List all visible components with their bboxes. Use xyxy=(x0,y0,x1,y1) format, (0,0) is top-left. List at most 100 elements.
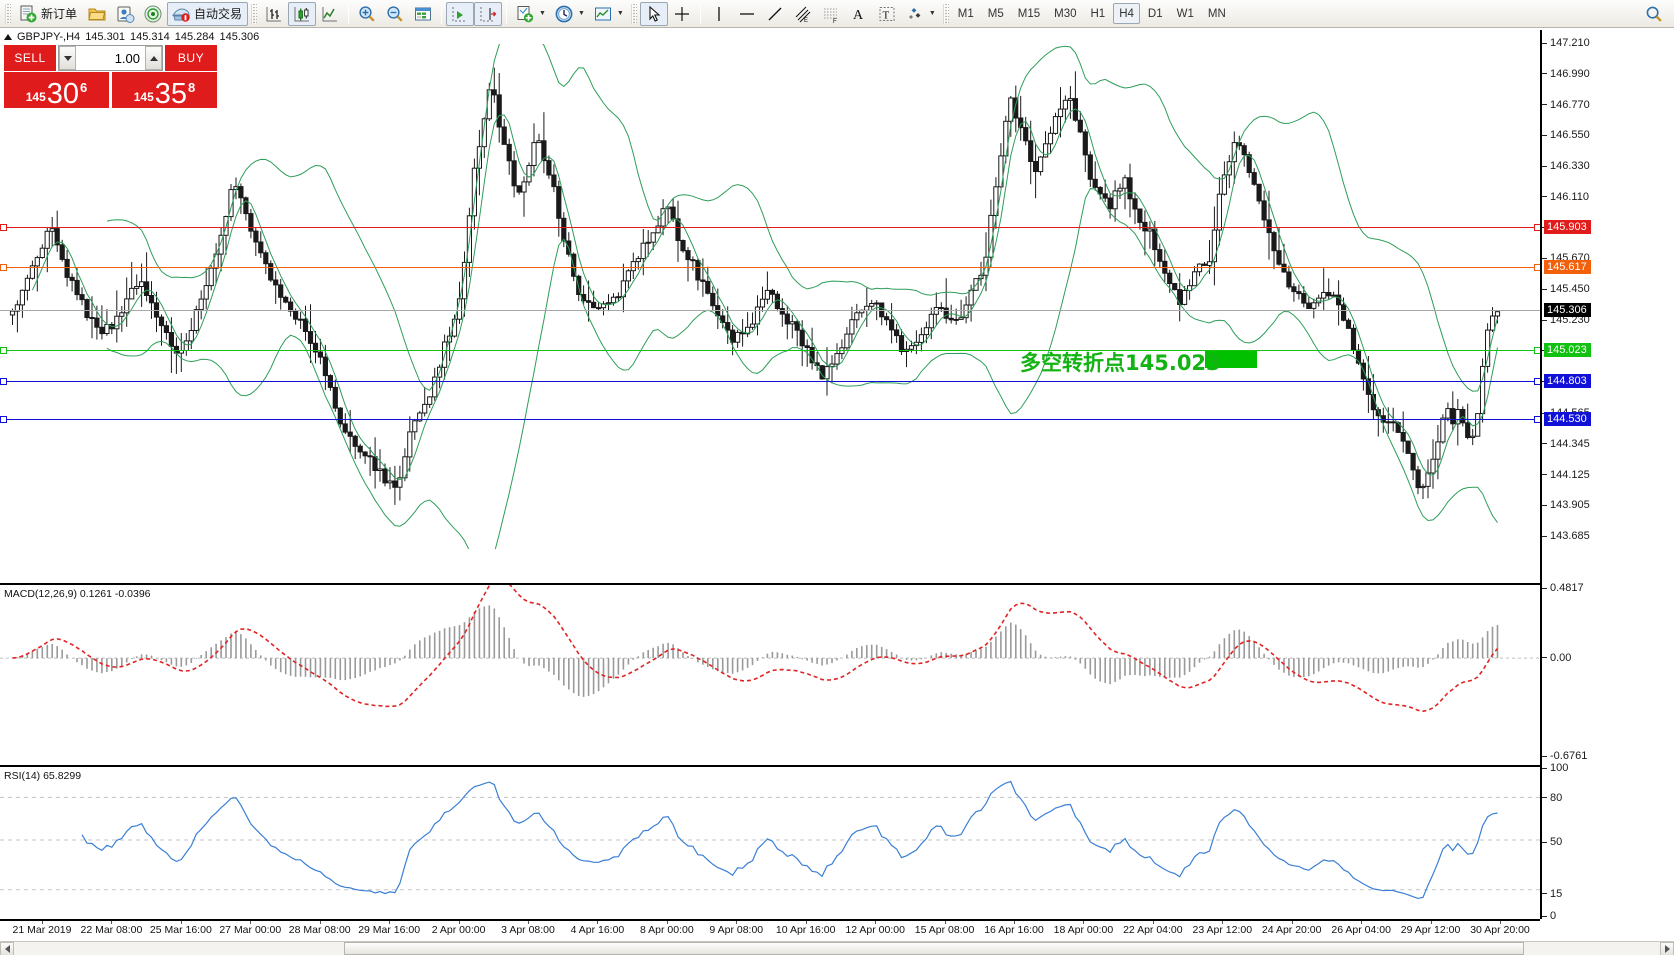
scroll-right-button[interactable] xyxy=(1660,941,1674,955)
price-level-handle[interactable] xyxy=(0,415,7,423)
time-tick-mark xyxy=(1152,921,1154,924)
macd-canvas[interactable] xyxy=(0,585,1540,765)
one-click-trading-panel[interactable]: SELL 1.00 BUY 145 30 6 145 35 8 xyxy=(4,45,217,109)
hline-button[interactable] xyxy=(733,2,761,26)
volume-decrease-button[interactable] xyxy=(59,46,76,70)
bar-chart-button[interactable] xyxy=(260,2,288,26)
toolbar-grip-3[interactable] xyxy=(630,3,637,24)
timeframe-m15[interactable]: M15 xyxy=(1017,7,1041,20)
price-level-handle[interactable] xyxy=(0,223,7,231)
crosshair-icon xyxy=(674,6,689,21)
volume-stepper[interactable]: 1.00 xyxy=(58,45,163,71)
price-axis[interactable]: 147.210 146.990 146.770 146.550 146.330 146.1… xyxy=(1540,30,1674,922)
timeframe-m30[interactable]: M30 xyxy=(1054,7,1077,20)
time-axis[interactable]: 21 Mar 2019 22 Mar 08:00 25 Mar 16:00 27 Ma… xyxy=(0,921,1540,941)
time-tick-mark xyxy=(180,921,182,924)
open-account-button[interactable] xyxy=(111,2,139,26)
chevron-down-icon[interactable]: ▼ xyxy=(616,10,624,17)
price-level-badge[interactable]: 145.617 xyxy=(1544,259,1591,274)
zoom-in-button[interactable] xyxy=(353,2,381,26)
price-level-badge[interactable]: 145.023 xyxy=(1544,342,1591,357)
chevron-down-icon[interactable]: ▼ xyxy=(928,10,936,17)
price-level-handle[interactable] xyxy=(0,377,7,385)
text-icon: A xyxy=(853,8,864,23)
cursor-icon xyxy=(649,5,661,22)
timeframe-w1[interactable]: W1 xyxy=(1176,7,1194,20)
cursor-button[interactable] xyxy=(639,1,668,26)
periods-button[interactable]: ▼ xyxy=(550,2,589,26)
chart-shift-icon xyxy=(480,6,497,21)
price-level-badge[interactable]: 145.306 xyxy=(1544,303,1591,318)
chart-shift-button[interactable] xyxy=(474,1,503,26)
price-level-badge[interactable]: 144.530 xyxy=(1544,411,1591,426)
text-label-button[interactable]: A xyxy=(845,2,873,26)
ohlc-open: 145.301 xyxy=(85,30,125,43)
toolbar-grip[interactable] xyxy=(5,3,11,24)
timeframe-mn[interactable]: MN xyxy=(1207,7,1226,20)
time-tick-label: 24 Apr 20:00 xyxy=(1261,924,1322,936)
toolbar-separator-4 xyxy=(699,3,701,24)
volume-increase-button[interactable] xyxy=(145,46,162,70)
sell-price-button[interactable]: 145 30 6 xyxy=(4,72,109,109)
signals-button[interactable] xyxy=(139,2,167,26)
candlestick-chart-button[interactable] xyxy=(288,1,317,26)
templates-button[interactable]: ▼ xyxy=(589,2,628,26)
templates-icon xyxy=(594,7,611,20)
price-chart-canvas[interactable] xyxy=(0,31,1540,549)
trendline-button[interactable] xyxy=(761,2,789,26)
zoom-out-button[interactable] xyxy=(381,2,409,26)
pane-divider-2[interactable] xyxy=(0,765,1540,767)
timeframe-h4[interactable]: H4 xyxy=(1113,3,1140,24)
new-order-button[interactable]: 新订单 xyxy=(14,2,83,26)
chevron-down-icon[interactable]: ▼ xyxy=(539,10,546,17)
autotrading-button[interactable]: 自动交易 xyxy=(167,1,249,26)
search-button[interactable] xyxy=(1640,2,1668,26)
data-window-icon xyxy=(415,7,432,20)
fibonacci-button[interactable]: F xyxy=(817,2,845,26)
rsi-indicator-label: RSI(14) 65.8299 xyxy=(4,770,82,782)
buy-price-button[interactable]: 145 35 8 xyxy=(112,72,217,109)
line-chart-button[interactable] xyxy=(316,2,344,26)
buy-button[interactable]: BUY xyxy=(165,45,217,71)
horizontal-scrollbar[interactable] xyxy=(0,941,1674,955)
price-level-badge[interactable]: 145.903 xyxy=(1544,219,1591,234)
price-chart-pane[interactable] xyxy=(0,30,1540,549)
time-tick-mark xyxy=(597,921,599,924)
price-level-handle[interactable] xyxy=(0,346,7,354)
pane-divider-1[interactable] xyxy=(0,583,1540,585)
equidistant-channel-button[interactable]: E xyxy=(789,2,817,26)
volume-value[interactable]: 1.00 xyxy=(114,50,140,66)
text-box-button[interactable]: T xyxy=(873,2,901,26)
rsi-pane[interactable] xyxy=(0,767,1540,919)
chart-marker-icon xyxy=(4,33,12,40)
timeframe-m1[interactable]: M1 xyxy=(957,7,974,20)
open-folder-button[interactable] xyxy=(83,2,111,26)
crosshair-button[interactable] xyxy=(668,2,696,26)
chevron-down-icon[interactable]: ▼ xyxy=(577,10,585,17)
trendline-icon xyxy=(768,7,782,20)
price-level-badge[interactable]: 144.803 xyxy=(1544,373,1591,388)
scroll-left-button[interactable] xyxy=(0,941,14,955)
timeframe-m5[interactable]: M5 xyxy=(987,7,1004,20)
rsi-canvas[interactable] xyxy=(0,767,1540,919)
macd-tick: 0.4817 xyxy=(1542,582,1584,594)
indicators-button[interactable]: ▼ xyxy=(511,2,550,26)
shapes-button[interactable]: ▼ xyxy=(901,2,940,26)
vline-button[interactable] xyxy=(705,2,733,26)
time-tick-mark xyxy=(805,921,807,924)
svg-text:E: E xyxy=(804,18,808,24)
time-tick-mark xyxy=(875,921,877,924)
scrollbar-track[interactable] xyxy=(14,941,1660,955)
toolbar-grip-4[interactable] xyxy=(942,3,949,24)
scrollbar-thumb[interactable] xyxy=(344,941,1524,955)
toolbar-grip-2[interactable] xyxy=(251,3,258,24)
auto-scroll-button[interactable] xyxy=(446,1,475,26)
price-tick: 147.210 xyxy=(1542,37,1590,49)
macd-pane[interactable] xyxy=(0,585,1540,765)
timeframe-d1[interactable]: D1 xyxy=(1147,7,1163,20)
price-level-handle[interactable] xyxy=(0,263,7,271)
timeframe-h1[interactable]: H1 xyxy=(1090,7,1106,20)
time-tick-label: 9 Apr 08:00 xyxy=(709,924,764,936)
data-window-button[interactable] xyxy=(409,2,437,26)
sell-button[interactable]: SELL xyxy=(4,45,56,71)
